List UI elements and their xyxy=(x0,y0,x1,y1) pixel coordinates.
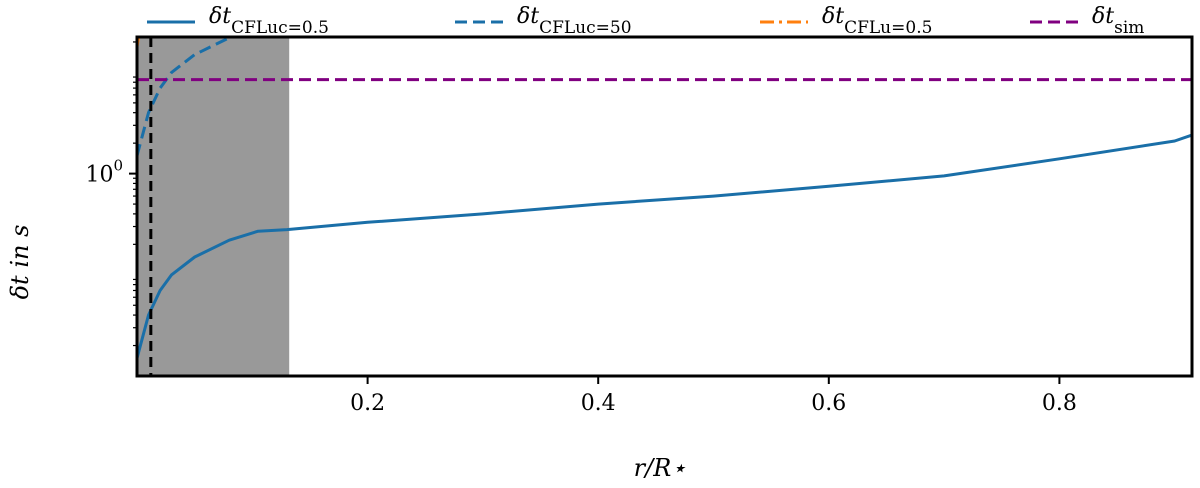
legend: δtCFLuc=0.5 δtCFLuc=50 δtCFLu=0.5 δtsim xyxy=(147,4,1144,38)
legend-label-4: δtsim xyxy=(1092,4,1144,38)
x-tick-label: 0.8 xyxy=(1042,391,1077,416)
axes: 0.20.40.60.8100102104 xyxy=(85,35,1194,416)
x-tick-label: 0.6 xyxy=(811,391,846,416)
plot-area xyxy=(137,37,1192,376)
legend-label-2: δtCFLuc=50 xyxy=(517,4,632,38)
axes-frame xyxy=(135,35,1194,378)
shaded-region xyxy=(137,37,290,376)
y-axis-label: δt in s xyxy=(6,225,34,300)
series-line-1 xyxy=(137,133,1192,359)
legend-label-1: δtCFLuc=0.5 xyxy=(209,4,329,38)
x-axis-label: r/R⋆ xyxy=(634,454,687,482)
legend-label-3: δtCFLu=0.5 xyxy=(822,4,932,38)
x-tick-label: 0.2 xyxy=(350,391,385,416)
x-tick-label: 0.4 xyxy=(581,391,616,416)
